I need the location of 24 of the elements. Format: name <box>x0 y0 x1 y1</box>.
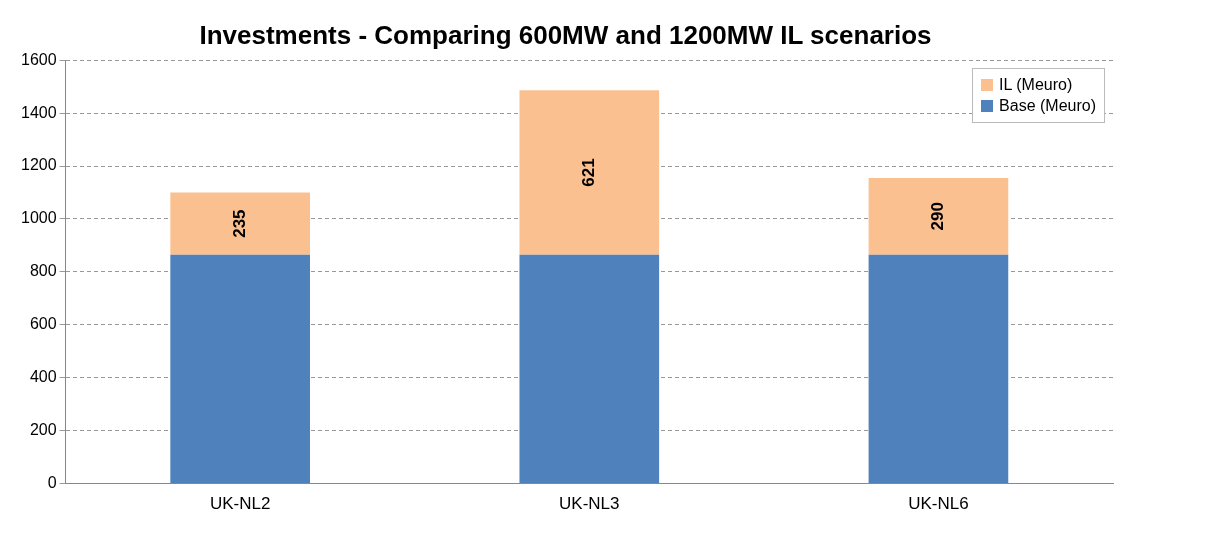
legend-label: IL (Meuro) <box>999 76 1073 95</box>
bar <box>170 254 310 484</box>
y-tick-label: 1200 <box>21 156 57 174</box>
bar <box>170 192 310 255</box>
y-tick-label: 800 <box>29 262 57 280</box>
x-tick-label: UK-NL2 <box>209 494 271 514</box>
bar <box>519 90 660 255</box>
y-tick-label: 1400 <box>21 103 57 121</box>
data-label: 235 <box>229 209 249 238</box>
bar <box>519 254 660 484</box>
legend-label: Base (Meuro) <box>999 97 1096 116</box>
bar <box>868 177 1009 255</box>
y-tick-label: 600 <box>29 315 57 333</box>
x-tick-label: UK-NL6 <box>908 494 969 514</box>
y-tick-label: 1000 <box>21 209 57 227</box>
y-tick-label: 200 <box>29 421 57 439</box>
y-tick-label: 400 <box>29 368 57 386</box>
bar <box>868 254 1009 484</box>
data-label: 621 <box>578 158 598 187</box>
data-label: 290 <box>928 202 948 231</box>
chart-title: Investments - Comparing 600MW and 1200MW IL scenarios <box>199 19 932 50</box>
y-tick-label: 1600 <box>21 50 57 68</box>
y-tick-label: 0 <box>47 474 57 492</box>
x-tick-label: UK-NL3 <box>559 494 620 514</box>
